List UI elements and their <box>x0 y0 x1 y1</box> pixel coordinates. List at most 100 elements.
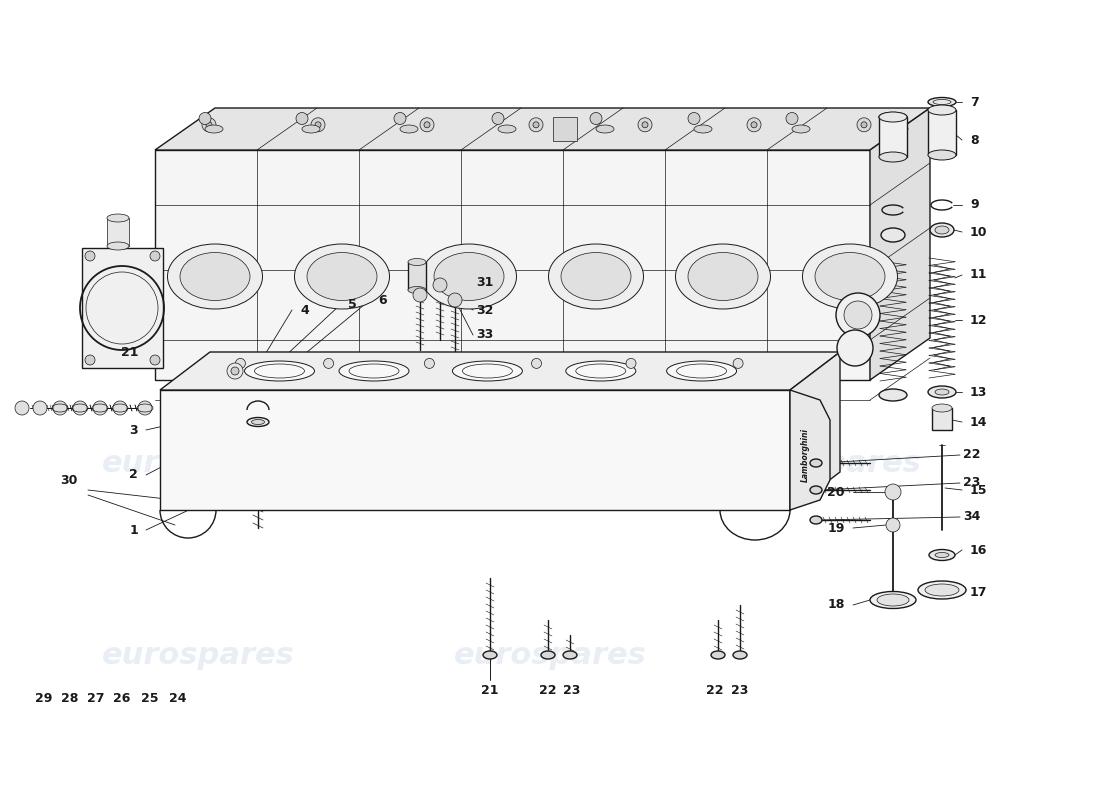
Circle shape <box>424 122 430 128</box>
Ellipse shape <box>452 361 522 381</box>
Text: 6: 6 <box>378 294 386 306</box>
Ellipse shape <box>877 594 909 606</box>
Bar <box>879 117 908 157</box>
Text: 34: 34 <box>962 510 980 523</box>
Ellipse shape <box>688 253 758 301</box>
Bar <box>408 262 426 290</box>
Text: 25: 25 <box>141 691 158 705</box>
Circle shape <box>85 251 95 261</box>
Text: 16: 16 <box>970 543 988 557</box>
Text: eurospares: eurospares <box>101 450 295 478</box>
Circle shape <box>861 122 867 128</box>
Ellipse shape <box>918 581 966 599</box>
Ellipse shape <box>302 125 320 133</box>
Ellipse shape <box>928 105 956 115</box>
Ellipse shape <box>925 584 959 596</box>
Text: eurospares: eurospares <box>453 642 647 670</box>
Circle shape <box>836 293 880 337</box>
Text: 30: 30 <box>60 474 78 486</box>
Circle shape <box>126 338 146 358</box>
Ellipse shape <box>694 125 712 133</box>
Ellipse shape <box>295 244 389 309</box>
Circle shape <box>199 113 211 125</box>
Text: 7: 7 <box>970 95 979 109</box>
Ellipse shape <box>881 228 905 242</box>
Text: 14: 14 <box>970 415 988 429</box>
Ellipse shape <box>928 150 956 160</box>
Ellipse shape <box>879 152 908 162</box>
Ellipse shape <box>180 253 250 301</box>
Circle shape <box>33 401 47 415</box>
Circle shape <box>315 122 321 128</box>
Ellipse shape <box>421 244 517 309</box>
Text: 22: 22 <box>539 683 557 697</box>
Circle shape <box>206 122 212 128</box>
Ellipse shape <box>498 125 516 133</box>
Text: 13: 13 <box>970 386 988 398</box>
Circle shape <box>786 113 798 125</box>
Circle shape <box>642 122 648 128</box>
Text: 32: 32 <box>476 303 494 317</box>
Text: 28: 28 <box>62 691 79 705</box>
Text: 4: 4 <box>300 303 309 317</box>
Text: 9: 9 <box>970 198 979 211</box>
Ellipse shape <box>244 361 315 381</box>
Circle shape <box>626 358 636 368</box>
Text: 19: 19 <box>827 522 845 534</box>
Circle shape <box>884 113 896 125</box>
Text: 20: 20 <box>827 486 845 498</box>
Ellipse shape <box>563 651 578 659</box>
Text: Lamborghini: Lamborghini <box>801 428 810 482</box>
Circle shape <box>590 113 602 125</box>
Circle shape <box>138 401 152 415</box>
Circle shape <box>235 358 245 368</box>
Circle shape <box>534 122 539 128</box>
Circle shape <box>323 358 333 368</box>
Text: 22: 22 <box>706 683 724 697</box>
Ellipse shape <box>205 125 223 133</box>
Ellipse shape <box>932 404 952 412</box>
Circle shape <box>492 113 504 125</box>
Circle shape <box>433 278 447 292</box>
Ellipse shape <box>408 258 426 266</box>
Ellipse shape <box>928 98 956 106</box>
Ellipse shape <box>810 459 822 467</box>
Circle shape <box>231 367 239 375</box>
Ellipse shape <box>561 253 631 301</box>
Text: 18: 18 <box>827 598 845 611</box>
Polygon shape <box>82 248 163 368</box>
Circle shape <box>126 305 146 325</box>
Text: 12: 12 <box>970 314 988 326</box>
Ellipse shape <box>935 553 949 558</box>
Circle shape <box>150 251 160 261</box>
Bar <box>928 110 956 155</box>
Polygon shape <box>790 352 840 510</box>
Ellipse shape <box>879 389 908 401</box>
Circle shape <box>113 401 127 415</box>
Text: 10: 10 <box>970 226 988 238</box>
Circle shape <box>394 113 406 125</box>
Ellipse shape <box>711 651 725 659</box>
Text: 3: 3 <box>130 423 138 437</box>
Text: 26: 26 <box>113 691 131 705</box>
Ellipse shape <box>810 516 822 524</box>
Circle shape <box>844 301 872 329</box>
Text: 17: 17 <box>970 586 988 598</box>
Bar <box>553 117 578 141</box>
Ellipse shape <box>733 651 747 659</box>
Ellipse shape <box>400 125 418 133</box>
Text: 31: 31 <box>476 275 494 289</box>
Circle shape <box>227 363 243 379</box>
Text: 22: 22 <box>962 449 980 462</box>
Circle shape <box>150 355 160 365</box>
Ellipse shape <box>675 244 770 309</box>
Circle shape <box>15 401 29 415</box>
Circle shape <box>425 358 435 368</box>
Ellipse shape <box>870 591 916 609</box>
Ellipse shape <box>565 361 636 381</box>
Circle shape <box>94 401 107 415</box>
Text: 21: 21 <box>121 346 138 359</box>
Text: 29: 29 <box>35 691 53 705</box>
Ellipse shape <box>935 226 949 234</box>
Circle shape <box>531 358 541 368</box>
